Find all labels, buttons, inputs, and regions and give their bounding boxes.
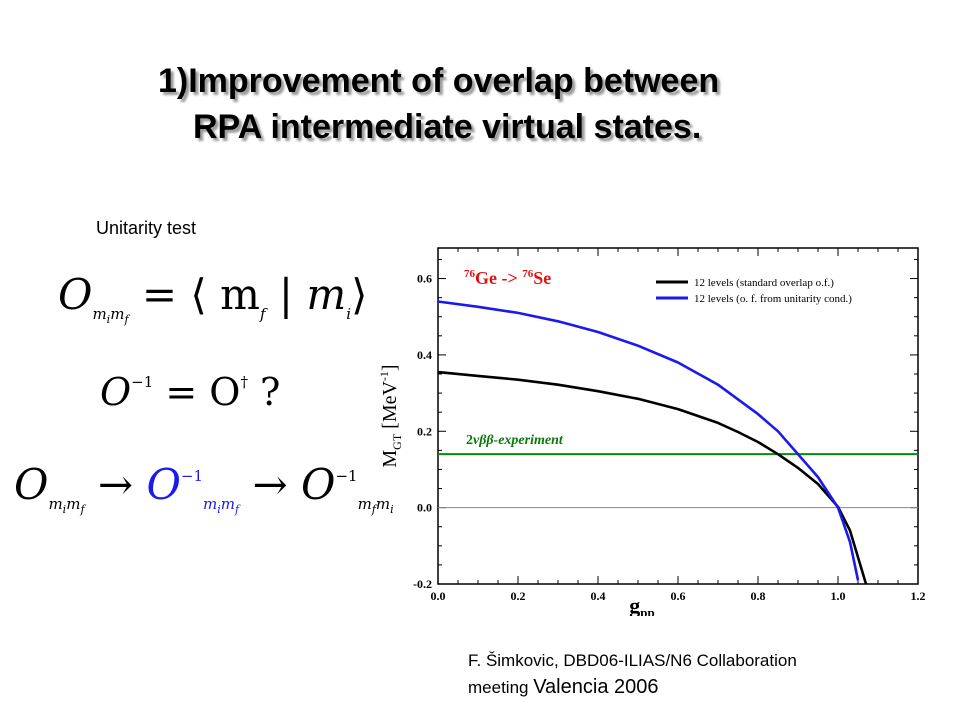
eq1-close: ⟩ [351,270,368,319]
eq3-2-sub-f: f [235,503,240,516]
gt-matrix-element-chart: 0.0 0.2 0.4 0.6 0.8 1.0 1.2-0.20.00.20.40.6 76… [377,247,926,616]
eq2-eq: = O [153,370,241,414]
eq3-o-1: O [14,460,49,509]
y-tick-label: 0.2 [417,424,432,438]
subtitle-unitarity-test: Unitarity test [96,218,197,238]
eq3-sub-m-f: m [66,495,81,513]
eq1-sub-m-i: m [92,305,107,323]
eq3-o-3: O [301,460,336,509]
eq3-sub-i: i [62,503,67,516]
x-tick-label: 0.6 [671,589,686,603]
citation-line-1: F. Šimkovic, DBD06-ILIAS/N6 Collaboratio… [468,651,797,670]
eq1-sub-f: f [124,313,129,326]
eq1-rhs-f: f [259,305,266,323]
citation-meeting: meeting [468,678,534,697]
x-tick-label: 0.0 [431,589,446,603]
series-line-standard [437,370,868,585]
eq1-lhs: O [58,270,93,319]
eq3-arrow-1: → [97,460,134,509]
eq3-o-2: O [146,460,181,509]
eq3-3-sub-i: i [390,503,394,516]
title-line-2: RPA intermediate virtual states. [193,108,702,146]
x-axis-label: gpp [629,593,654,616]
legend-label-unitarity: 12 levels (o. f. from unitarity cond.) [694,293,852,305]
y-tick-label: 0.4 [417,348,432,362]
eq1-sub-m-f: m [110,305,125,323]
eq3-inv-3: −1 [335,467,358,485]
eq3-arrow-2: → [252,460,288,509]
y-axis-label: MGT [MeV-1] [377,364,404,467]
eq3-2-sub-i: i [217,503,221,516]
y-tick-label: 0.6 [417,272,432,286]
eq3-3-sub-m-f: m [357,495,372,513]
y-tick-label: 0.0 [417,501,432,515]
x-tick-label: 0.8 [751,589,766,603]
equation-overlap-definition: Omimf = ⟨ mf | mi⟩ [58,270,367,326]
citation: F. Šimkovic, DBD06-ILIAS/N6 Collaboratio… [468,648,948,701]
eq1-bar: | [278,270,294,319]
eq2-dagger: † [240,373,248,391]
x-tick-label: 0.2 [511,589,526,603]
citation-venue: Valencia 2006 [533,676,659,698]
eq2-inv: −1 [131,373,154,391]
eq3-3-sub-f: f [371,503,376,516]
y-tick-label: -0.2 [413,577,432,591]
experiment-label: 2νββ-experiment [466,433,564,448]
eq3-2-sub-m-i: m [203,495,218,513]
eq3-sub-f: f [80,503,85,516]
eq3-3-sub-m-i: m [375,495,391,513]
eq2-question: ? [247,370,281,414]
eq2-o: O [100,370,132,414]
eq3-2-sub-m-f: m [220,495,235,513]
eq3-inv-2: −1 [180,467,203,485]
series-line-unitarity [437,300,860,581]
eq1-rhs-i: i [346,305,352,323]
x-tick-label: 1.0 [831,589,846,603]
x-tick-label: 1.2 [911,589,926,603]
title-line-1: 1)Improvement of overlap between [158,62,720,100]
equation-overlap-replacement: Omimf → O−1mimf → O−1mfmi [14,460,394,516]
eq3-sub-m-i: m [48,495,63,513]
eq1-rhs-m: m [306,270,347,319]
citation-line-2: meeting Valencia 2006 [468,674,948,701]
equation-inverse-adjoint: O−1 = O† ? [100,370,280,414]
chart-title: 76Ge -> 76Se [464,268,551,288]
x-tick-label: 0.4 [591,589,606,603]
eq1-sub-i: i [106,313,111,326]
legend-label-standard: 12 levels (standard overlap o.f.) [694,277,834,289]
eq1-rhs: = ⟨ m [141,270,260,319]
chart-legend: 12 levels (standard overlap o.f.) 12 lev… [656,277,852,305]
